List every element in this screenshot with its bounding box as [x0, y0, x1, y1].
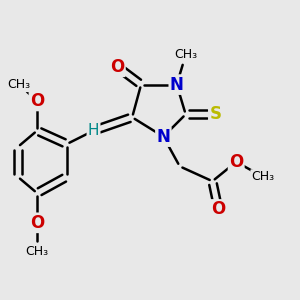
Text: O: O: [30, 214, 44, 232]
Text: O: O: [229, 153, 243, 171]
Text: H: H: [88, 123, 99, 138]
Text: N: N: [156, 128, 170, 146]
Text: O: O: [211, 200, 226, 218]
Text: CH₃: CH₃: [251, 170, 274, 183]
Text: S: S: [209, 105, 221, 123]
Text: CH₃: CH₃: [174, 48, 197, 62]
Text: O: O: [30, 92, 44, 110]
Text: O: O: [110, 58, 124, 76]
Text: N: N: [170, 76, 184, 94]
Text: CH₃: CH₃: [8, 78, 31, 91]
Text: CH₃: CH₃: [26, 244, 49, 258]
